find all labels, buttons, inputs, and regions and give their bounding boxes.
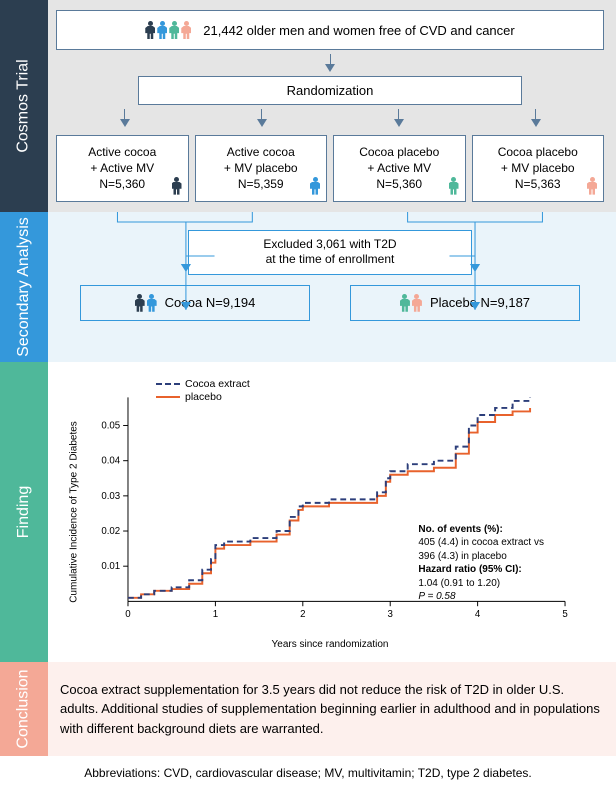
incidence-chart: Cocoa extract placebo Cumulative Inciden…	[56, 372, 604, 652]
label-conclusion: Conclusion	[15, 669, 33, 748]
person-icon	[172, 177, 182, 195]
trial-content: 21,442 older men and women free of CVD a…	[48, 0, 616, 212]
arm-box-1: Active cocoa + MV placebo N=5,359	[195, 135, 328, 202]
placebo-people-icons	[400, 294, 422, 312]
arm-l2: + Active MV	[61, 160, 184, 176]
y-axis-label: Cumulative Incidence of Type 2 Diabetes	[69, 421, 80, 603]
cocoa-group-box: Cocoa N=9,194	[80, 285, 310, 321]
arrow-to-randomization	[56, 54, 604, 72]
stats-l4: Hazard ratio (95% CI):	[418, 564, 521, 575]
stats-l6: P = 0.58	[418, 590, 544, 604]
arm-n: N=5,363	[477, 176, 600, 192]
arm-l1: Active cocoa	[200, 144, 323, 160]
cocoa-people-icons	[135, 294, 157, 312]
person-icon	[449, 177, 459, 195]
arm-l2: + Active MV	[338, 160, 461, 176]
label-col-trial: Cosmos Trial	[0, 0, 48, 212]
excluded-l1: Excluded 3,061 with T2D	[195, 237, 466, 253]
arm-box-2: Cocoa placebo + Active MV N=5,360	[333, 135, 466, 202]
figure-container: Cosmos Trial 21,442 older men and women …	[0, 0, 616, 790]
arm-n: N=5,359	[200, 176, 323, 192]
excluded-l2: at the time of enrollment	[195, 252, 466, 268]
svg-text:4: 4	[475, 608, 481, 619]
conclusion-content: Cocoa extract supplementation for 3.5 ye…	[48, 662, 616, 757]
stats-l3: 396 (4.3) in placebo	[418, 550, 544, 564]
cocoa-group-label: Cocoa N=9,194	[165, 295, 256, 310]
chart-svg: 0 1 2 3 4 5 0.01 0.02 0.03 0.04 0.05	[60, 380, 600, 644]
arm-l2: + MV placebo	[200, 160, 323, 176]
label-col-conclusion: Conclusion	[0, 662, 48, 757]
secondary-content: Excluded 3,061 with T2D at the time of e…	[48, 212, 616, 362]
label-finding: Finding	[15, 485, 33, 537]
population-box: 21,442 older men and women free of CVD a…	[56, 10, 604, 50]
conclusion-text: Cocoa extract supplementation for 3.5 ye…	[56, 672, 604, 747]
arms-row: Active cocoa + Active MV N=5,360 Active …	[56, 135, 604, 202]
svg-text:3: 3	[388, 608, 393, 619]
stats-l5: 1.04 (0.91 to 1.20)	[418, 577, 544, 591]
svg-text:0.02: 0.02	[101, 525, 120, 536]
stats-l1: No. of events (%):	[418, 524, 502, 535]
label-col-finding: Finding	[0, 362, 48, 662]
section-cosmos-trial: Cosmos Trial 21,442 older men and women …	[0, 0, 616, 212]
placebo-group-box: Placebo N=9,187	[350, 285, 580, 321]
people-icons-header	[145, 21, 191, 39]
arm-l2: + MV placebo	[477, 160, 600, 176]
person-icon	[587, 177, 597, 195]
arm-box-0: Active cocoa + Active MV N=5,360	[56, 135, 189, 202]
svg-text:0.03: 0.03	[101, 490, 120, 501]
label-secondary: Secondary Analysis	[15, 217, 33, 357]
randomization-box: Randomization	[138, 76, 522, 105]
svg-text:1: 1	[213, 608, 218, 619]
x-axis-label: Years since randomization	[272, 639, 389, 650]
placebo-group-label: Placebo N=9,187	[430, 295, 530, 310]
legend-placebo: placebo	[185, 391, 222, 403]
legend-cocoa: Cocoa extract	[185, 378, 250, 390]
svg-text:2: 2	[300, 608, 305, 619]
arm-box-3: Cocoa placebo + MV placebo N=5,363	[472, 135, 605, 202]
chart-legend: Cocoa extract placebo	[156, 378, 250, 404]
section-conclusion: Conclusion Cocoa extract supplementation…	[0, 662, 616, 757]
svg-text:0.04: 0.04	[101, 455, 120, 466]
stats-l2: 405 (4.4) in cocoa extract vs	[418, 536, 544, 550]
chart-stats-box: No. of events (%): 405 (4.4) in cocoa ex…	[418, 523, 544, 604]
abbreviations: Abbreviations: CVD, cardiovascular disea…	[0, 756, 616, 790]
finding-content: Cocoa extract placebo Cumulative Inciden…	[48, 362, 616, 662]
svg-text:0: 0	[125, 608, 131, 619]
arm-l1: Cocoa placebo	[338, 144, 461, 160]
label-trial: Cosmos Trial	[15, 59, 33, 152]
arm-l1: Cocoa placebo	[477, 144, 600, 160]
svg-text:5: 5	[562, 608, 567, 619]
arm-l1: Active cocoa	[61, 144, 184, 160]
svg-text:0.01: 0.01	[101, 561, 120, 572]
label-col-secondary: Secondary Analysis	[0, 212, 48, 362]
final-groups-row: Cocoa N=9,194 Placebo N=9,187	[56, 285, 604, 321]
section-finding: Finding Cocoa extract placebo Cumulative…	[0, 362, 616, 662]
svg-text:0.05: 0.05	[101, 420, 120, 431]
arm-n: N=5,360	[61, 176, 184, 192]
section-secondary-analysis: Secondary Analysis Excluded 3,061 with T…	[0, 212, 616, 362]
arm-n: N=5,360	[338, 176, 461, 192]
arrows-to-arms	[56, 109, 604, 127]
population-text: 21,442 older men and women free of CVD a…	[203, 23, 514, 38]
person-icon	[310, 177, 320, 195]
excluded-box: Excluded 3,061 with T2D at the time of e…	[188, 230, 473, 275]
